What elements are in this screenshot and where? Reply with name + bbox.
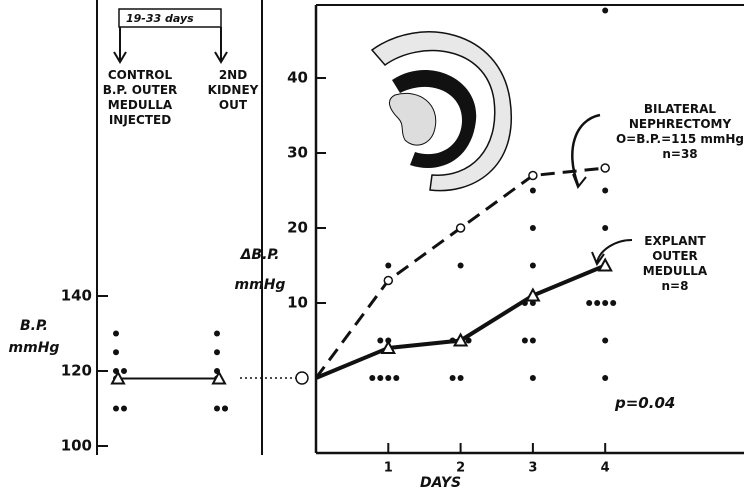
y-tick-label: 120 [61,362,92,380]
annotation: p=0.04 [615,394,676,412]
dot [377,337,384,344]
marker [528,170,538,181]
dot [529,187,536,194]
dot [113,349,119,356]
dot [610,300,617,306]
x-tick-label: 3 [528,461,537,476]
marker [455,223,466,233]
dot [457,262,464,269]
dot [214,330,220,337]
dot [222,405,228,412]
group-label: 2ND KIDNEY OUT [207,68,259,112]
dot [529,225,536,231]
y-tick-label: 20 [287,219,308,237]
dot [385,262,392,269]
group-label: CONTROL B.P. OUTER MEDULLA INJECTED [102,68,178,127]
dot [602,337,609,344]
y-axis-label: ΔB.P. mmHg [234,247,286,293]
marker [600,163,610,173]
dot [121,405,127,412]
dot [586,300,593,306]
dot [521,337,528,344]
mean-marker [110,370,126,385]
y-tick-label: 100 [61,437,92,455]
dot [377,375,384,381]
y-tick-label: 10 [287,294,308,312]
mean-marker [211,370,227,385]
bracket-label: 19-33 days [126,12,194,25]
dot [385,375,392,381]
dot [529,375,536,381]
dot [113,405,119,412]
dot [602,187,609,194]
y-tick-label: 140 [61,287,92,305]
y-tick-label: 40 [287,69,308,87]
dot [457,375,464,381]
dot [393,375,400,381]
kidney-illustration [370,31,513,192]
dot [214,349,220,356]
dot [529,262,536,269]
dot [465,337,472,344]
marker [525,287,541,302]
dot [594,300,601,306]
dot [113,330,119,337]
y-tick-label: 30 [287,144,308,162]
frame [96,0,744,455]
marker [597,257,613,272]
x-tick-label: 4 [601,461,610,476]
marker [295,371,309,385]
x-axis-label: DAYS [420,475,462,491]
series-label: BILATERAL NEPHRECTOMY O=B.P.=115 mmHg n=… [615,102,744,161]
y-axis-label: B.P. mmHg [8,318,60,356]
dot [214,405,220,412]
dot [602,300,609,306]
dot [602,375,609,381]
series-label: EXPLANT OUTER MEDULLA n=8 [642,234,708,293]
dot [449,375,456,381]
marker [383,275,394,286]
dot [602,7,609,14]
marker [380,339,396,354]
x-tick-label: 2 [456,461,465,476]
dot [602,225,609,231]
dot [121,368,127,374]
marker [452,332,469,347]
x-tick-label: 1 [384,461,393,476]
dot [369,375,376,381]
dot [529,337,536,344]
